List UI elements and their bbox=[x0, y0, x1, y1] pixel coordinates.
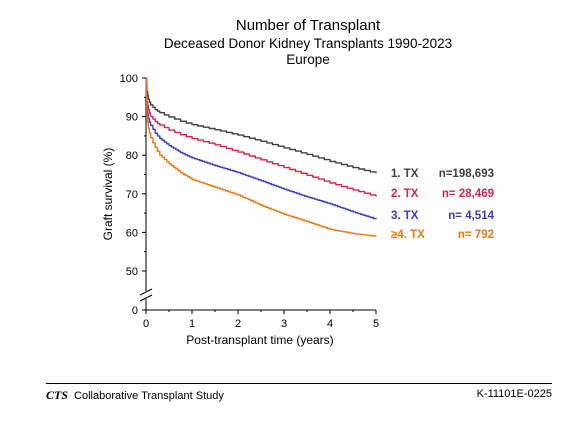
x-axis-label: Post-transplant time (years) bbox=[186, 333, 333, 347]
y-tick-label: 90 bbox=[126, 112, 138, 124]
legend: 1. TX n=198,693 2. TX n= 28,469 3. TX n= 4,51… bbox=[391, 168, 495, 241]
chart-subtitle-region: Europe bbox=[286, 52, 330, 67]
series-line-1 bbox=[145, 77, 377, 174]
x-tick-label: 0 bbox=[143, 318, 149, 330]
axes: 0 50 60 70 80 90 100 0 1 2 3 4 5 bbox=[120, 73, 379, 330]
y-axis-break-mark bbox=[139, 288, 153, 296]
legend-count-3: n= 4,514 bbox=[448, 210, 494, 222]
y-tick-label: 60 bbox=[126, 227, 138, 239]
y-tick-label: 80 bbox=[126, 150, 138, 162]
chart-title: Number of Transplant bbox=[236, 17, 381, 34]
footer-attribution: CTS Collaborative Transplant Study bbox=[46, 388, 224, 403]
legend-label-2: 2. TX bbox=[391, 188, 419, 200]
y-tick-label: 0 bbox=[132, 305, 138, 317]
y-axis-label: Graft survival (%) bbox=[101, 148, 115, 241]
legend-count-2: n= 28,469 bbox=[442, 188, 494, 200]
y-tick-label: 70 bbox=[126, 189, 138, 201]
x-tick-label: 4 bbox=[327, 318, 333, 330]
series-lines bbox=[145, 77, 377, 237]
legend-label-1: 1. TX bbox=[391, 168, 419, 180]
legend-label-3: 3. TX bbox=[391, 210, 419, 222]
footer-org-name: Collaborative Transplant Study bbox=[74, 390, 224, 402]
x-tick-label: 5 bbox=[373, 318, 379, 330]
y-axis-break-mark bbox=[139, 294, 153, 302]
cts-logo: CTS bbox=[46, 388, 69, 402]
footer-divider bbox=[46, 383, 552, 384]
y-tick-label: 100 bbox=[120, 73, 138, 85]
series-line-4 bbox=[145, 77, 377, 237]
y-tick-label: 50 bbox=[126, 266, 138, 278]
x-tick-label: 3 bbox=[281, 318, 287, 330]
series-line-3 bbox=[145, 77, 377, 220]
series-line-2 bbox=[145, 77, 377, 197]
legend-count-1: n=198,693 bbox=[439, 168, 494, 180]
legend-label-4: ≥4. TX bbox=[391, 229, 425, 241]
x-tick-label: 2 bbox=[235, 318, 241, 330]
footer-figure-code: K-11101E-0225 bbox=[476, 388, 552, 400]
legend-count-4: n= 792 bbox=[458, 229, 494, 241]
x-tick-label: 1 bbox=[189, 318, 195, 330]
chart-subtitle: Deceased Donor Kidney Transplants 1990-2… bbox=[164, 36, 452, 51]
